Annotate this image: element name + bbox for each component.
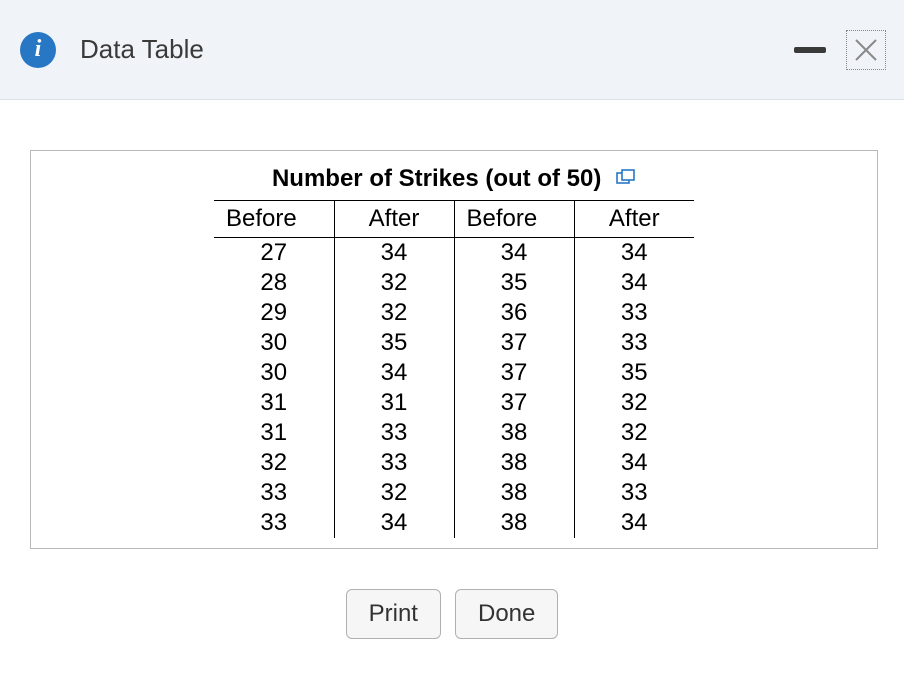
print-button[interactable]: Print: [346, 589, 441, 639]
table-cell: 38: [454, 418, 574, 448]
table-cell: 32: [334, 268, 454, 298]
minimize-icon[interactable]: [794, 47, 826, 53]
table-cell: 31: [214, 418, 334, 448]
info-icon: i: [20, 32, 56, 68]
table-cell: 34: [454, 237, 574, 268]
table-cell: 37: [454, 388, 574, 418]
table-cell: 33: [334, 418, 454, 448]
table-cell: 33: [574, 298, 694, 328]
table-cell: 34: [334, 237, 454, 268]
dialog-content: Number of Strikes (out of 50) Before Aft…: [0, 100, 904, 659]
table-cell: 32: [574, 388, 694, 418]
table-row: 30353733: [214, 328, 694, 358]
button-row: Print Done: [30, 589, 874, 639]
table-cell: 33: [334, 448, 454, 478]
table-cell: 32: [574, 418, 694, 448]
table-cell: 35: [574, 358, 694, 388]
table-cell: 34: [574, 508, 694, 538]
table-row: 28323534: [214, 268, 694, 298]
table-cell: 37: [454, 328, 574, 358]
table-cell: 34: [574, 268, 694, 298]
table-row: 29323633: [214, 298, 694, 328]
table-cell: 33: [574, 328, 694, 358]
copy-icon[interactable]: [616, 166, 636, 194]
table-cell: 38: [454, 508, 574, 538]
table-cell: 29: [214, 298, 334, 328]
column-header: After: [334, 200, 454, 237]
table-cell: 32: [214, 448, 334, 478]
table-row: 31333832: [214, 418, 694, 448]
table-title-row: Number of Strikes (out of 50): [214, 161, 694, 200]
table-cell: 36: [454, 298, 574, 328]
table-cell: 27: [214, 237, 334, 268]
dialog-title: Data Table: [80, 34, 204, 65]
table-cell: 30: [214, 358, 334, 388]
table-container: Number of Strikes (out of 50) Before Aft…: [30, 150, 878, 549]
table-cell: 35: [454, 268, 574, 298]
table-row: 33343834: [214, 508, 694, 538]
table-cell: 31: [214, 388, 334, 418]
table-cell: 34: [334, 358, 454, 388]
table-cell: 38: [454, 448, 574, 478]
table-cell: 32: [334, 298, 454, 328]
table-cell: 33: [214, 478, 334, 508]
table-cell: 33: [574, 478, 694, 508]
dialog-header: i Data Table: [0, 0, 904, 100]
table-row: 33323833: [214, 478, 694, 508]
table-subheader-row: Before After Before After: [214, 200, 694, 237]
table-cell: 31: [334, 388, 454, 418]
table-cell: 34: [334, 508, 454, 538]
table-cell: 38: [454, 478, 574, 508]
column-header: After: [574, 200, 694, 237]
window-controls: [794, 30, 886, 70]
table-cell: 35: [334, 328, 454, 358]
table-cell: 34: [574, 448, 694, 478]
table-cell: 33: [214, 508, 334, 538]
table-cell: 37: [454, 358, 574, 388]
close-icon[interactable]: [846, 30, 886, 70]
column-header: Before: [454, 200, 574, 237]
table-cell: 28: [214, 268, 334, 298]
table-cell: 34: [574, 237, 694, 268]
strikes-table: Number of Strikes (out of 50) Before Aft…: [214, 161, 694, 538]
table-title: Number of Strikes (out of 50): [272, 165, 601, 192]
table-row: 32333834: [214, 448, 694, 478]
column-header: Before: [214, 200, 334, 237]
table-row: 31313732: [214, 388, 694, 418]
table-cell: 32: [334, 478, 454, 508]
table-row: 27343434: [214, 237, 694, 268]
done-button[interactable]: Done: [455, 589, 558, 639]
table-row: 30343735: [214, 358, 694, 388]
table-cell: 30: [214, 328, 334, 358]
